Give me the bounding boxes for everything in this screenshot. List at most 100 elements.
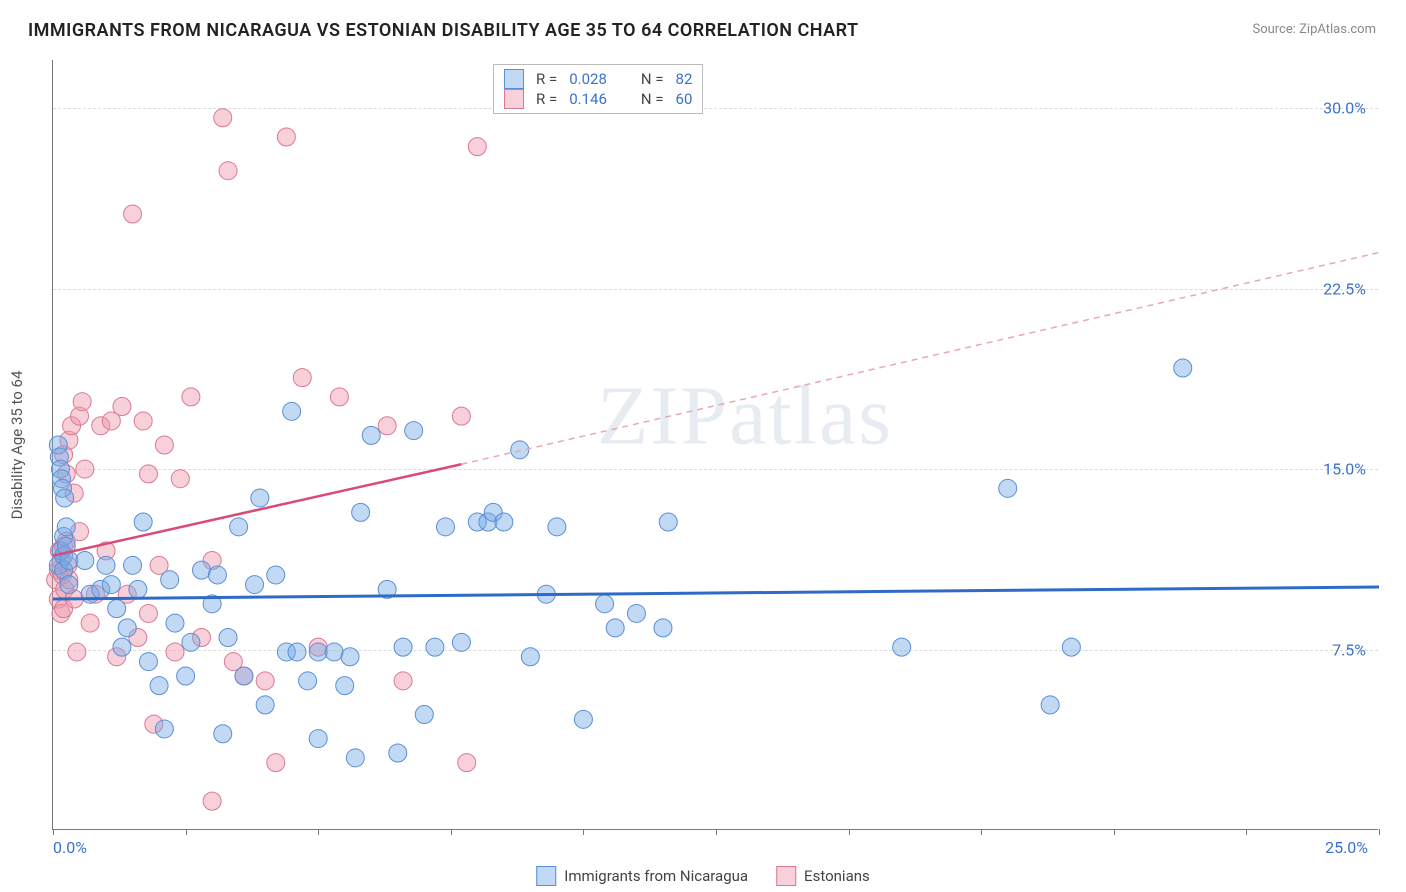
x-axis-max-label: 25.0%	[1325, 838, 1368, 857]
data-point-blue	[606, 619, 624, 637]
data-point-blue	[267, 566, 285, 584]
data-point-blue	[113, 638, 131, 656]
source-attribution: Source: ZipAtlas.com	[1252, 22, 1376, 37]
data-point-blue	[309, 643, 327, 661]
data-point-blue	[118, 619, 136, 637]
data-point-blue	[208, 566, 226, 584]
data-point-blue	[548, 518, 566, 536]
data-point-pink	[76, 460, 94, 478]
data-point-blue	[193, 561, 211, 579]
data-point-pink	[134, 412, 152, 430]
plot-area: Disability Age 35 to 64 ZIPatlas 7.5%15.…	[52, 60, 1378, 830]
data-point-blue	[495, 513, 513, 531]
data-point-blue	[129, 580, 147, 598]
data-point-pink	[139, 465, 157, 483]
x-tick	[1114, 829, 1115, 835]
data-point-blue	[56, 489, 74, 507]
data-point-pink	[203, 792, 221, 810]
legend-label-blue: Immigrants from Nicaragua	[564, 867, 748, 885]
data-point-blue	[97, 556, 115, 574]
x-axis-min-label: 0.0%	[53, 838, 87, 857]
data-point-blue	[659, 513, 677, 531]
data-point-blue	[283, 402, 301, 420]
data-point-blue	[426, 638, 444, 656]
data-point-blue	[325, 643, 343, 661]
legend-swatch-pink	[776, 866, 796, 886]
x-tick	[1379, 829, 1380, 835]
data-point-blue	[214, 725, 232, 743]
data-point-pink	[458, 754, 476, 772]
data-point-blue	[596, 595, 614, 613]
data-point-pink	[468, 138, 486, 156]
data-point-blue	[394, 638, 412, 656]
legend-item-pink: Estonians	[776, 866, 870, 886]
data-point-pink	[81, 614, 99, 632]
scatter-svg	[53, 60, 1378, 829]
data-point-blue	[893, 638, 911, 656]
data-point-blue	[219, 629, 237, 647]
series-legend: Immigrants from Nicaragua Estonians	[536, 866, 870, 886]
data-point-blue	[627, 604, 645, 622]
legend-swatch-blue	[536, 866, 556, 886]
trend-line	[461, 253, 1379, 465]
data-point-blue	[389, 744, 407, 762]
data-point-blue	[1174, 359, 1192, 377]
data-point-pink	[293, 369, 311, 387]
data-point-pink	[330, 388, 348, 406]
data-point-pink	[73, 393, 91, 411]
data-point-blue	[177, 667, 195, 685]
data-point-pink	[267, 754, 285, 772]
data-point-blue	[352, 503, 370, 521]
x-tick	[318, 829, 319, 835]
data-point-blue	[346, 749, 364, 767]
data-point-pink	[155, 436, 173, 454]
x-tick	[1246, 829, 1247, 835]
data-point-blue	[230, 518, 248, 536]
x-tick	[451, 829, 452, 835]
data-point-blue	[166, 614, 184, 632]
x-tick	[583, 829, 584, 835]
data-point-pink	[219, 162, 237, 180]
data-point-blue	[139, 653, 157, 671]
data-point-pink	[394, 672, 412, 690]
x-tick	[53, 829, 54, 835]
data-point-blue	[256, 696, 274, 714]
data-point-blue	[1062, 638, 1080, 656]
chart-title: IMMIGRANTS FROM NICARAGUA VS ESTONIAN DI…	[28, 20, 859, 41]
data-point-blue	[574, 710, 592, 728]
data-point-blue	[124, 556, 142, 574]
data-point-blue	[299, 672, 317, 690]
data-point-blue	[150, 677, 168, 695]
data-point-pink	[113, 398, 131, 416]
data-point-blue	[336, 677, 354, 695]
data-point-blue	[436, 518, 454, 536]
x-tick	[981, 829, 982, 835]
data-point-blue	[155, 720, 173, 738]
data-point-pink	[256, 672, 274, 690]
data-point-blue	[521, 648, 539, 666]
data-point-pink	[378, 417, 396, 435]
data-point-blue	[999, 479, 1017, 497]
data-point-blue	[102, 576, 120, 594]
legend-label-pink: Estonians	[804, 867, 870, 885]
data-point-pink	[182, 388, 200, 406]
data-point-blue	[405, 422, 423, 440]
data-point-pink	[139, 604, 157, 622]
legend-item-blue: Immigrants from Nicaragua	[536, 866, 748, 886]
y-axis-label: Disability Age 35 to 64	[8, 370, 26, 519]
data-point-blue	[654, 619, 672, 637]
data-point-blue	[182, 633, 200, 651]
x-tick	[849, 829, 850, 835]
data-point-blue	[108, 600, 126, 618]
data-point-pink	[452, 407, 470, 425]
data-point-blue	[134, 513, 152, 531]
data-point-pink	[166, 643, 184, 661]
x-tick	[716, 829, 717, 835]
data-point-blue	[288, 643, 306, 661]
data-point-blue	[235, 667, 253, 685]
data-point-blue	[309, 730, 327, 748]
data-point-blue	[60, 576, 78, 594]
data-point-blue	[1041, 696, 1059, 714]
data-point-blue	[362, 426, 380, 444]
data-point-blue	[161, 571, 179, 589]
